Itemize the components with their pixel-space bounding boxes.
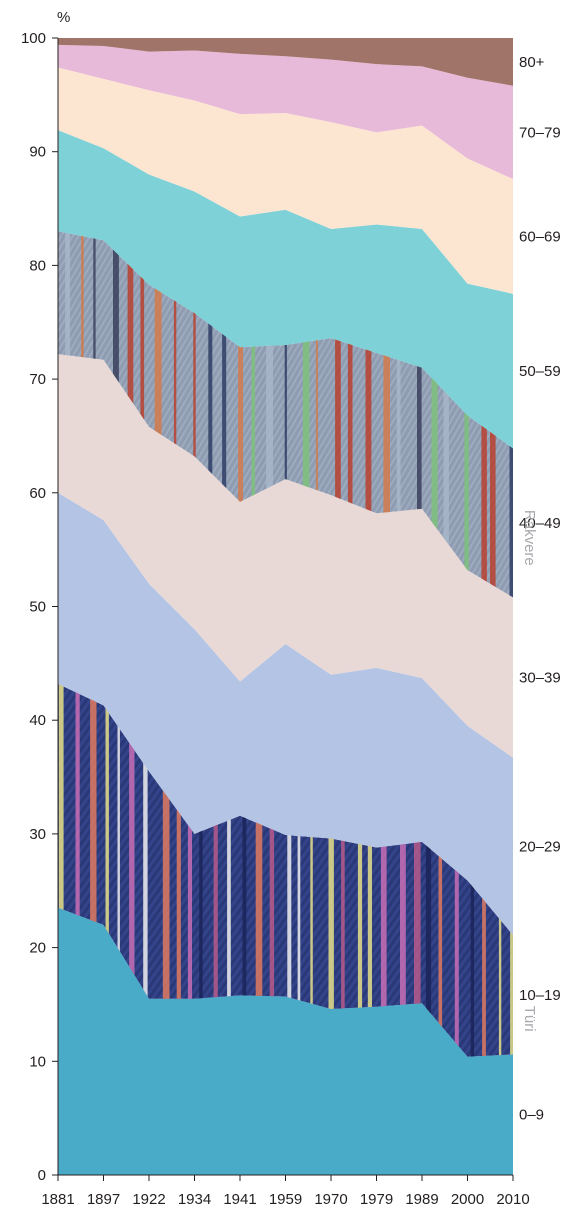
- x-tick-label: 1934: [178, 1191, 211, 1208]
- fabric-stripe: [315, 231, 318, 598]
- x-tick-label: 1989: [405, 1191, 438, 1208]
- fabric-stripe: [129, 683, 135, 1057]
- fabric-stripe: [227, 683, 231, 1057]
- fabric-stripe: [284, 231, 287, 598]
- fabric-stripe: [414, 683, 421, 1057]
- fabric-stripe: [266, 231, 273, 598]
- fabric-label-40-49: Rakvere: [521, 510, 538, 566]
- area-band-80plus: [58, 38, 513, 86]
- x-tick-label: 1881: [41, 1191, 74, 1208]
- band-label-40-49: 40–49: [519, 515, 561, 532]
- fabric-stripe: [176, 683, 181, 1057]
- fabric-stripe: [105, 683, 109, 1057]
- fabric-stripe: [187, 683, 192, 1057]
- fabric-stripe: [199, 683, 203, 1057]
- band-label-30-39: 30–39: [519, 670, 561, 687]
- fabric-stripe: [251, 231, 256, 598]
- area-band-30-39: [58, 354, 513, 758]
- y-tick-label: 40: [29, 712, 46, 729]
- fabric-stripe: [383, 231, 390, 598]
- fabric-label-10-19: Türi: [521, 1006, 538, 1032]
- y-ticks: 0 10 20 30 40 50 60 70 80 90 100: [21, 30, 58, 1184]
- fabric-stripe: [438, 683, 443, 1057]
- fabric-stripe: [396, 231, 401, 598]
- y-tick-label: 20: [29, 940, 46, 957]
- fabric-stripe: [335, 231, 341, 598]
- fabric-stripe: [431, 231, 438, 598]
- fabric-stripe: [310, 683, 313, 1057]
- y-tick-label: 60: [29, 485, 46, 502]
- fabric-stripe: [173, 231, 177, 598]
- fabric-stripe: [400, 683, 406, 1057]
- fabric-stripe: [242, 683, 247, 1057]
- fabric-stripe: [367, 683, 372, 1057]
- band-label-70-79: 70–79: [519, 124, 561, 141]
- fabric-stripe: [117, 683, 120, 1057]
- fabric-stripe: [208, 231, 213, 598]
- fabric-stripe: [162, 683, 170, 1057]
- area-band-70-79: [58, 44, 513, 179]
- y-axis-label: %: [57, 9, 70, 26]
- fabric-stripe: [255, 683, 263, 1057]
- fabric-stripe: [143, 683, 148, 1057]
- x-ticks: 1881 1897 1922 1934 1941 1959 1970 1979 1989 2000…: [41, 1175, 530, 1208]
- x-tick-label: 1959: [269, 1191, 302, 1208]
- area-band-20-29: [58, 492, 513, 936]
- fabric-stripe: [302, 231, 310, 598]
- fabric-stripe: [287, 683, 292, 1057]
- fabric-stripe: [58, 683, 64, 1057]
- fabric-stripe: [90, 683, 97, 1057]
- band-label-10-19: 10–19: [519, 987, 561, 1004]
- fabric-stripe: [213, 683, 218, 1057]
- band-label-80plus: 80+: [519, 54, 545, 71]
- y-tick-label: 80: [29, 257, 46, 274]
- y-tick-label: 0: [38, 1167, 46, 1184]
- x-tick-label: 1897: [87, 1191, 120, 1208]
- y-tick-label: 100: [21, 30, 46, 47]
- fabric-stripe: [154, 231, 162, 598]
- fabric-stripe: [269, 683, 275, 1057]
- fabric-stripe: [425, 683, 432, 1057]
- fabric-stripe: [380, 683, 387, 1057]
- y-tick-label: 10: [29, 1053, 46, 1070]
- fabric-stripe: [140, 231, 145, 598]
- fabric-stripe: [417, 231, 422, 598]
- fabric-stripe: [357, 683, 363, 1057]
- fabric-stripe: [222, 231, 227, 598]
- area-band-10-19: [58, 683, 513, 1057]
- y-tick-label: 50: [29, 599, 46, 616]
- x-tick-label: 1970: [314, 1191, 347, 1208]
- fabric-stripe: [347, 231, 353, 598]
- area-band-60-69: [58, 67, 513, 294]
- fabric-stripe: [297, 683, 301, 1057]
- x-tick-label: 1979: [360, 1191, 393, 1208]
- area-band-0-9: [58, 907, 513, 1175]
- band-label-60-69: 60–69: [519, 228, 561, 245]
- fabric-stripe: [341, 683, 345, 1057]
- y-tick-label: 30: [29, 826, 46, 843]
- band-label-0-9: 0–9: [519, 1107, 544, 1124]
- x-tick-label: 2000: [451, 1191, 484, 1208]
- area-bands: [58, 38, 513, 1175]
- x-tick-label: 2010: [496, 1191, 529, 1208]
- band-labels: 0–9 10–19 20–29 30–39 40–49 50–59 60–69 70–79 80…: [519, 54, 561, 1124]
- area-band-50-59: [58, 130, 513, 449]
- fabric-stripe: [75, 683, 80, 1057]
- band-label-20-29: 20–29: [519, 838, 561, 855]
- y-tick-label: 90: [29, 144, 46, 161]
- y-tick-label: 70: [29, 371, 46, 388]
- fabric-stripe: [443, 231, 449, 598]
- fabric-stripe: [238, 231, 243, 598]
- fabric-stripe: [365, 231, 372, 598]
- band-label-50-59: 50–59: [519, 363, 561, 380]
- x-tick-label: 1941: [223, 1191, 256, 1208]
- x-tick-label: 1922: [132, 1191, 165, 1208]
- fabric-stripe: [193, 231, 196, 598]
- fabric-stripe: [328, 683, 334, 1057]
